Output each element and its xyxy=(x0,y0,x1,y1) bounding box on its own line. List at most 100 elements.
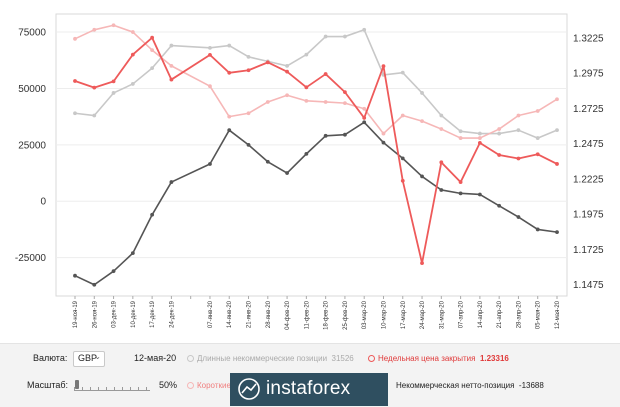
data-point-net xyxy=(208,162,212,166)
x-tick-label: 05-мая-20 xyxy=(536,300,542,329)
data-point-short xyxy=(381,131,386,136)
currency-label: Валюта: xyxy=(33,353,68,363)
logo-text: instaforex xyxy=(266,378,351,399)
data-point-close xyxy=(400,178,405,183)
data-point-close xyxy=(323,72,328,76)
data-point-close xyxy=(535,152,540,157)
data-point-long xyxy=(458,129,463,134)
x-tick-label: 24-мар-20 xyxy=(420,300,426,329)
x-tick-label: 11-фев-20 xyxy=(304,300,310,329)
net-value: -13688 xyxy=(518,381,544,390)
data-point-long xyxy=(73,111,77,116)
scale-slider[interactable] xyxy=(74,384,150,391)
data-point-short xyxy=(420,119,424,124)
data-point-net xyxy=(150,212,155,217)
x-tick-label: 19-ноя-19 xyxy=(73,300,79,328)
data-point-close xyxy=(555,162,559,166)
data-point-long xyxy=(497,131,502,136)
right-tick-label: 1.2725 xyxy=(573,104,604,115)
data-point-close xyxy=(227,70,232,75)
x-tick-label: 17-мар-20 xyxy=(401,300,407,329)
right-axis: 1.3225 1.2975 1.2725 1.2475 1.2225 1.1975 1.17… xyxy=(573,33,604,291)
data-point-close xyxy=(246,68,251,73)
left-tick-label: 50000 xyxy=(18,84,46,95)
data-point-net xyxy=(458,191,463,196)
data-point-short xyxy=(400,113,405,118)
data-point-short xyxy=(92,27,97,32)
x-tick-label: 25-фев-20 xyxy=(343,300,349,329)
long-legend-icon xyxy=(187,355,194,363)
gridlines xyxy=(56,31,567,259)
data-point-short xyxy=(555,97,559,102)
data-point-net xyxy=(400,156,405,161)
plot-area xyxy=(55,13,568,297)
scale-value: 50% xyxy=(159,380,178,390)
x-tick-label: 07-янв-20 xyxy=(208,300,214,328)
right-tick-label: 1.2975 xyxy=(573,69,604,80)
data-point-net xyxy=(92,282,97,287)
data-point-close xyxy=(381,64,386,69)
data-point-net xyxy=(439,188,444,192)
data-point-net xyxy=(227,128,232,133)
right-tick-label: 1.1725 xyxy=(573,245,604,256)
x-axis: 19-ноя-19 26-ноя-19 03-дек-19 10-дек-19 17-д… xyxy=(73,296,561,330)
chart: 75000 50000 25000 0 -25000 1.3225 1.2975 1.272… xyxy=(15,13,604,330)
left-tick-label: -25000 xyxy=(15,253,47,264)
left-axis: 75000 50000 25000 0 -25000 xyxy=(15,28,47,265)
close-value: 1.23316 xyxy=(479,354,509,363)
data-point-net xyxy=(111,269,116,274)
short-legend-icon xyxy=(187,382,194,390)
data-point-short xyxy=(285,93,289,98)
data-point-net xyxy=(130,251,135,256)
data-point-short xyxy=(111,23,116,28)
x-tick-label: 17-дек-19 xyxy=(150,300,156,327)
data-point-short xyxy=(304,98,309,103)
data-point-short xyxy=(265,100,270,104)
data-point-long xyxy=(400,70,405,75)
data-point-long xyxy=(150,66,155,71)
data-point-long xyxy=(111,91,116,95)
x-tick-label: 28-апр-20 xyxy=(516,300,522,328)
data-point-close xyxy=(285,69,289,74)
data-point-net xyxy=(169,180,174,184)
data-point-close xyxy=(516,156,521,161)
data-point-long xyxy=(246,54,251,59)
data-point-close xyxy=(169,77,174,82)
data-point-net xyxy=(535,227,540,232)
data-point-close xyxy=(458,180,463,184)
currency-select[interactable]: GBP ⌄ xyxy=(73,351,105,367)
data-point-net xyxy=(343,132,347,137)
x-tick-label: 14-апр-20 xyxy=(478,300,484,328)
x-tick-label: 04-фев-20 xyxy=(285,300,291,329)
scale-slider-handle[interactable] xyxy=(75,380,79,389)
data-point-net xyxy=(285,171,289,175)
x-tick-label: 10-дек-19 xyxy=(131,300,137,327)
data-point-short xyxy=(535,109,540,113)
data-point-short xyxy=(362,106,367,111)
x-tick-label: 03-мар-20 xyxy=(362,300,368,329)
data-point-short xyxy=(516,113,521,118)
data-point-short xyxy=(439,127,444,131)
close-legend-icon xyxy=(368,355,375,363)
right-tick-label: 1.1975 xyxy=(573,210,604,221)
data-point-close xyxy=(130,52,135,57)
long-positions-legend: Длинные некоммерческие позиции 31526 xyxy=(187,354,354,363)
data-point-short xyxy=(246,111,251,116)
data-point-short xyxy=(227,114,232,119)
data-point-short xyxy=(73,36,77,41)
x-tick-label: 12-мая-20 xyxy=(555,300,561,329)
data-point-long xyxy=(227,43,232,48)
x-tick-label: 21-апр-20 xyxy=(497,300,503,328)
right-tick-label: 1.1475 xyxy=(573,280,604,291)
net-position-legend: Некоммерческая нетто-позиция -13688 xyxy=(396,381,544,390)
data-point-long xyxy=(535,136,540,140)
data-point-long xyxy=(420,91,424,95)
data-point-close xyxy=(439,160,444,165)
data-point-short xyxy=(130,30,135,34)
x-tick-label: 28-янв-20 xyxy=(266,300,272,328)
x-tick-label: 24-дек-19 xyxy=(169,300,175,327)
data-point-net xyxy=(477,192,482,197)
data-point-short xyxy=(169,63,174,68)
x-tick-label: 14-янв-20 xyxy=(227,300,233,328)
data-point-close xyxy=(362,116,367,120)
